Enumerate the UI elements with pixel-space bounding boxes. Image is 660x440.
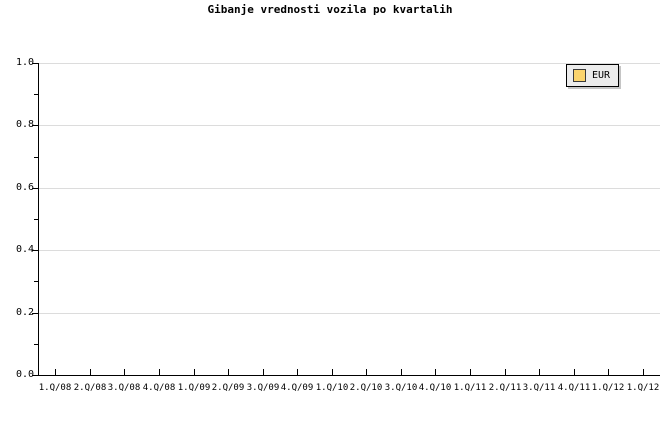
x-axis-tick-label: 1.Q/12 <box>591 383 625 393</box>
x-axis-tick <box>643 369 644 375</box>
x-axis-tick-label: 1.Q/09 <box>177 383 211 393</box>
y-axis-tick <box>32 312 38 314</box>
x-axis-tick <box>401 369 402 375</box>
x-axis-tick-label: 3.Q/10 <box>384 383 418 393</box>
x-axis-tick <box>574 369 575 375</box>
gridline <box>38 312 660 314</box>
x-axis-tick <box>332 369 333 375</box>
x-axis-spine <box>38 375 660 376</box>
x-axis-tick-label: 4.Q/08 <box>142 383 176 393</box>
y-axis-tick <box>32 63 38 64</box>
x-axis-tick-label: 1.Q/08 <box>38 383 72 393</box>
x-axis-tick <box>435 369 436 375</box>
gridline <box>38 187 660 189</box>
y-axis-labels: 0.0 0.2 0.4 0.6 0.8 1.0 <box>0 0 34 440</box>
y-axis-tick-label: 0.0 <box>15 369 34 380</box>
x-axis-tick-label: 3.Q/11 <box>522 383 556 393</box>
x-axis-tick <box>608 369 609 375</box>
y-axis-minor-tick <box>34 343 38 345</box>
y-axis-tick-label: 1.0 <box>15 57 34 68</box>
x-axis-tick <box>159 369 160 375</box>
x-axis-tick <box>366 369 367 375</box>
legend-item-label: EUR <box>592 70 611 81</box>
y-axis-tick-label: 0.8 <box>15 119 34 131</box>
chart-legend[interactable]: EUR <box>566 64 620 87</box>
x-axis-tick <box>55 369 56 375</box>
x-axis-tick-label: 2.Q/08 <box>73 383 107 393</box>
x-axis-tick-label: 1.Q/11 <box>453 383 487 393</box>
y-axis-minor-tick <box>34 281 38 283</box>
x-axis-tick <box>263 369 264 375</box>
x-axis-tick <box>90 369 91 375</box>
y-axis-minor-tick <box>34 94 38 96</box>
y-axis-tick <box>32 250 38 252</box>
x-axis-tick <box>124 369 125 375</box>
legend-swatch-icon <box>573 69 586 82</box>
y-axis-tick-label: 0.4 <box>15 244 34 256</box>
x-axis-tick <box>539 369 540 375</box>
y-axis-tick <box>32 375 38 376</box>
x-axis-tick-label: 4.Q/09 <box>280 383 314 393</box>
x-axis-tick-label: 1.Q/10 <box>315 383 349 393</box>
x-axis-tick-label: 2.Q/09 <box>211 383 245 393</box>
x-axis-tick <box>297 369 298 375</box>
x-axis-tick-label: 4.Q/11 <box>557 383 591 393</box>
plot-area <box>38 63 660 376</box>
x-axis-tick <box>505 369 506 375</box>
x-axis-tick <box>194 369 195 375</box>
x-axis-tick-label: 2.Q/11 <box>488 383 522 393</box>
y-axis-minor-tick <box>34 156 38 158</box>
x-axis-tick-label: 1.Q/12 <box>626 383 660 393</box>
x-axis-tick-label: 2.Q/10 <box>349 383 383 393</box>
y-axis-tick <box>32 125 38 127</box>
gridline <box>38 63 660 64</box>
y-axis-tick-label: 0.2 <box>15 306 34 318</box>
gridline <box>38 125 660 127</box>
x-axis-tick-label: 3.Q/08 <box>107 383 141 393</box>
x-axis-tick-label: 4.Q/10 <box>418 383 452 393</box>
y-axis-minor-tick <box>34 219 38 220</box>
y-axis-tick <box>32 187 38 189</box>
chart-title: Gibanje vrednosti vozila po kvartalih <box>207 3 453 16</box>
y-axis-tick-label: 0.6 <box>15 181 34 193</box>
x-axis-tick <box>228 369 229 375</box>
x-axis-tick-label: 3.Q/09 <box>246 383 280 393</box>
gridline <box>38 250 660 252</box>
y-axis-spine <box>38 63 39 376</box>
x-axis-tick <box>470 369 471 375</box>
